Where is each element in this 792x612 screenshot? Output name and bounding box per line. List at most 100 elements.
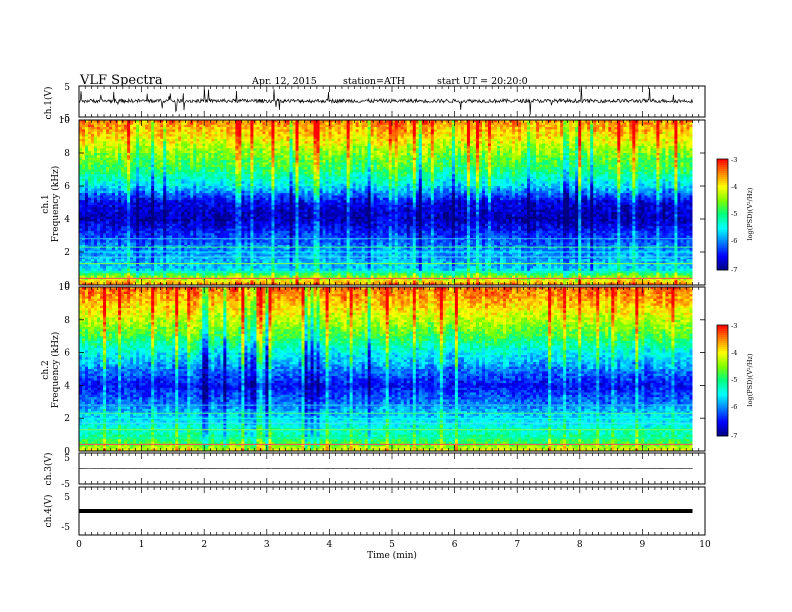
spectrogram-cell	[280, 240, 284, 243]
spectrogram-cell	[208, 266, 212, 269]
spectrogram-cell	[178, 242, 182, 246]
spectrogram-cell	[253, 268, 257, 272]
spectrogram-cell	[124, 150, 128, 154]
spectrogram-cell	[178, 188, 182, 192]
spectrogram-cell	[103, 167, 107, 170]
spectrogram-cell	[124, 268, 128, 272]
spectrogram-cell	[253, 145, 257, 149]
spectrogram-cell	[148, 150, 152, 154]
spectrogram-cell	[163, 209, 167, 213]
spectrogram-cell	[283, 167, 287, 170]
spectrogram-cell	[229, 214, 233, 218]
spectrogram-cell	[253, 155, 257, 159]
spectrogram-cell	[166, 235, 170, 239]
spectrogram-cell	[202, 134, 206, 137]
spectrogram-cell	[247, 228, 251, 232]
spectrogram-cell	[151, 204, 155, 208]
spectrogram-cell	[280, 256, 284, 260]
spectrogram-cell	[238, 134, 242, 137]
spectrogram-cell	[127, 252, 131, 255]
spectrogram-cell	[142, 261, 146, 265]
spectrogram-cell	[262, 136, 266, 140]
spectrogram-cell	[271, 174, 275, 177]
spectrogram-cell	[172, 263, 176, 267]
spectrogram-cell	[187, 122, 191, 126]
spectrogram-cell	[100, 202, 104, 206]
spectrogram-cell	[91, 230, 95, 234]
spectrogram-cell	[187, 282, 191, 286]
spectrogram-cell	[271, 233, 275, 236]
spectrogram-cell	[247, 226, 251, 229]
spectrogram-cell	[94, 150, 98, 154]
spectrogram-cell	[247, 186, 251, 189]
spectrogram-cell	[256, 145, 260, 149]
spectrogram-cell	[208, 164, 212, 168]
spectrogram-cell	[247, 263, 251, 267]
spectrogram-cell	[142, 127, 146, 130]
spectrogram-cell	[85, 176, 89, 180]
spectrogram-cell	[145, 174, 149, 177]
spectrogram-cell	[175, 216, 179, 220]
spectrogram-cell	[166, 178, 170, 182]
spectrogram-cell	[139, 138, 143, 142]
spectrogram-cell	[193, 249, 197, 253]
spectrogram-cell	[94, 131, 98, 135]
spectrogram-cell	[100, 252, 104, 255]
spectrogram-cell	[229, 136, 233, 140]
spectrogram-cell	[160, 275, 164, 279]
figure-title: VLF Spectra	[79, 73, 163, 88]
spectrogram-cell	[118, 226, 122, 229]
spectrogram-cell	[223, 244, 227, 248]
spectrogram-cell	[103, 197, 107, 201]
spectrogram-cell	[187, 138, 191, 142]
spectrogram-cell	[247, 138, 251, 142]
spectrogram-cell	[175, 214, 179, 218]
spectrogram-cell	[226, 167, 230, 170]
spectrogram-cell	[79, 120, 83, 123]
spectrogram-cell	[148, 200, 152, 203]
spectrogram-cell	[142, 200, 146, 203]
spectrogram-cell	[241, 167, 245, 170]
spectrogram-cell	[115, 181, 119, 185]
spectrogram-cell	[247, 129, 251, 133]
spectrogram-cell	[115, 169, 119, 173]
spectrogram-cell	[190, 190, 194, 194]
spectrogram-cell	[253, 280, 257, 284]
spectrogram-cell	[151, 211, 155, 215]
spectrogram-cell	[241, 221, 245, 225]
spectrogram-cell	[181, 181, 185, 185]
spectrogram-cell	[208, 263, 212, 267]
spectrogram-cell	[196, 256, 200, 260]
spectrogram-cell	[205, 244, 209, 248]
spectrogram-cell	[244, 280, 248, 284]
spectrogram-cell	[136, 221, 140, 225]
spectrogram-cell	[148, 263, 152, 267]
spectrogram-cell	[154, 167, 158, 170]
spectrogram-cell	[133, 143, 137, 147]
spectrogram-cell	[115, 204, 119, 208]
spectrogram-cell	[163, 127, 167, 130]
spectrogram-cell	[142, 266, 146, 269]
spectrogram-cell	[82, 263, 86, 267]
spectrogram-cell	[163, 247, 167, 251]
spectrogram-cell	[259, 136, 263, 140]
spectrogram-cell	[259, 209, 263, 213]
spectrogram-cell	[163, 181, 167, 185]
spectrogram-cell	[139, 263, 143, 267]
spectrogram-cell	[166, 155, 170, 159]
spectrogram-cell	[175, 134, 179, 137]
spectrogram-cell	[106, 131, 110, 135]
spectrogram-cell	[262, 124, 266, 128]
spectrogram-cell	[127, 200, 131, 203]
spectrogram-cell	[184, 183, 188, 187]
spectrogram-cell	[130, 200, 134, 203]
spectrogram-cell	[160, 254, 164, 258]
spectrogram-cell	[211, 193, 215, 196]
spectrogram-cell	[160, 223, 164, 227]
spectrogram-cell	[157, 280, 161, 284]
spectrogram-cell	[166, 160, 170, 163]
spectrogram-cell	[262, 268, 266, 272]
spectrogram-cell	[121, 178, 125, 182]
spectrogram-cell	[208, 197, 212, 201]
spectrogram-cell	[166, 122, 170, 126]
